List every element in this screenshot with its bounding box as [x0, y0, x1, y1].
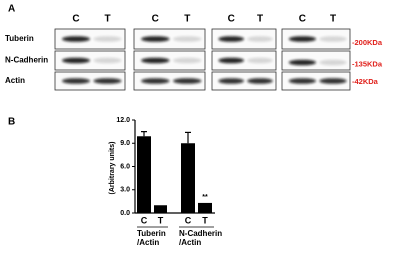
- blot-band: [141, 78, 170, 84]
- panel-label: B: [8, 117, 15, 128]
- x-tick-label: T: [202, 215, 208, 225]
- blot-frame: [281, 71, 351, 91]
- group-label: N-Cadherin: [179, 229, 222, 238]
- group-label: /Actin: [137, 238, 159, 247]
- blot-frame: [281, 28, 351, 50]
- blot-band: [173, 36, 202, 42]
- row-label: N-Cadherin: [5, 56, 48, 65]
- group-label: /Actin: [179, 238, 201, 247]
- column-header: T: [104, 14, 110, 25]
- blot-band: [218, 78, 244, 84]
- blot-band: [247, 36, 273, 42]
- blot-band: [173, 57, 202, 64]
- blot-band: [62, 36, 90, 42]
- group-label: Tuberin: [137, 229, 166, 238]
- column-header: C: [152, 14, 159, 25]
- blot-frame: [211, 28, 277, 50]
- molecular-weight: -135KDa: [352, 59, 383, 68]
- blot-band: [218, 36, 244, 42]
- bar: [198, 202, 212, 213]
- y-tick-label: 0.0: [120, 210, 130, 217]
- molecular-weight: -200KDa: [352, 38, 383, 47]
- column-header: T: [184, 14, 190, 25]
- blot-band: [141, 36, 170, 42]
- x-tick-label: C: [141, 215, 148, 225]
- blot-band: [62, 78, 90, 84]
- row-label: Tuberin: [5, 34, 34, 43]
- blot-band: [93, 36, 122, 42]
- blot-band: [141, 57, 170, 64]
- blot-band: [247, 78, 273, 84]
- panel-label: A: [8, 4, 15, 15]
- x-tick-label: C: [185, 215, 192, 225]
- column-header: T: [330, 14, 336, 25]
- annotation: **: [202, 194, 208, 201]
- row-label: Actin: [5, 76, 25, 85]
- bar: [137, 136, 151, 213]
- y-tick-label: 9.0: [120, 140, 130, 147]
- column-header: T: [257, 14, 263, 25]
- blot-band: [319, 36, 347, 42]
- y-tick-label: 12.0: [116, 117, 130, 124]
- blot-band: [288, 36, 316, 42]
- blot-band: [319, 78, 347, 84]
- blot-frame: [211, 50, 277, 71]
- blot-frame: [211, 71, 277, 91]
- column-header: C: [228, 14, 235, 25]
- blot-band: [288, 59, 316, 66]
- x-tick-label: T: [158, 215, 164, 225]
- y-tick-label: 3.0: [120, 187, 130, 194]
- molecular-weight: -42KDa: [352, 77, 379, 86]
- blot-band: [173, 78, 202, 84]
- blot-band: [218, 57, 244, 64]
- bar: [154, 205, 167, 213]
- bar: [181, 143, 195, 213]
- blot-band: [319, 59, 347, 66]
- column-header: C: [299, 14, 306, 25]
- y-tick-label: 6.0: [120, 163, 130, 170]
- column-header: C: [72, 14, 79, 25]
- blot-band: [288, 78, 316, 84]
- y-axis-label: (Arbitrary units): [109, 142, 116, 195]
- blot-band: [93, 78, 122, 84]
- blot-band: [93, 57, 122, 64]
- blot-band: [62, 57, 90, 64]
- blot-band: [247, 57, 273, 64]
